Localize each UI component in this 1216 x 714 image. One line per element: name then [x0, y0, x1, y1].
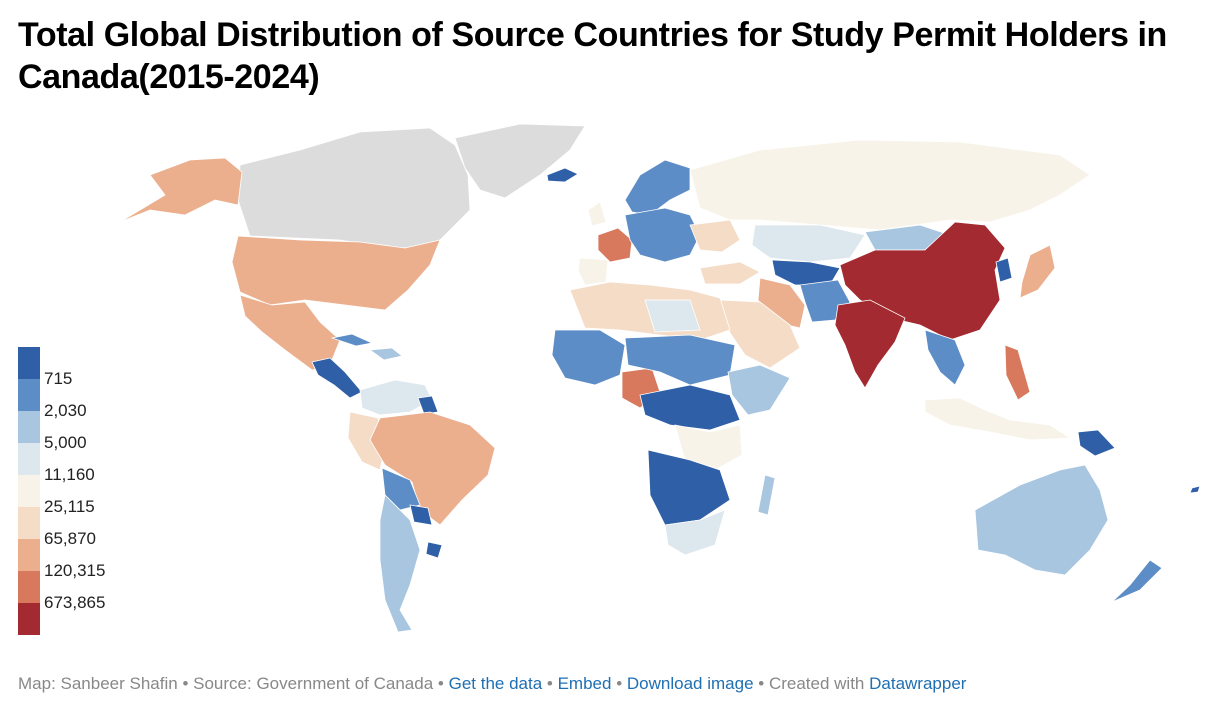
region-turkey[interactable]	[699, 261, 761, 285]
legend-swatch-5	[18, 475, 40, 508]
region-uruguay[interactable]	[425, 541, 443, 559]
region-ethiopia-somalia[interactable]	[727, 364, 791, 416]
legend-swatch-1	[18, 347, 40, 380]
footer: Map: Sanbeer Shafin • Source: Government…	[18, 674, 966, 694]
map-title: Total Global Distribution of Source Coun…	[18, 16, 1167, 96]
region-russia[interactable]	[689, 139, 1091, 231]
legend-label: 2,030	[44, 401, 87, 420]
region-uk-ireland[interactable]	[587, 201, 607, 227]
map-credit: Map: Sanbeer Shafin	[18, 674, 178, 693]
region-west-africa[interactable]	[551, 329, 626, 386]
region-libya-region[interactable]	[644, 299, 701, 333]
download-image-link[interactable]: Download image	[626, 674, 754, 693]
region-pacific-islands[interactable]	[1189, 485, 1201, 494]
region-scandinavia[interactable]	[624, 159, 691, 216]
region-southeast-asia[interactable]	[924, 329, 966, 386]
region-india[interactable]	[834, 299, 906, 389]
separator: •	[437, 674, 449, 693]
source-text: Source: Government of Canada	[193, 674, 434, 693]
legend-swatch-7	[18, 539, 40, 572]
legend-label: 5,000	[44, 433, 87, 452]
legend-label: 715	[44, 369, 73, 388]
region-cuba[interactable]	[330, 333, 374, 347]
legend-swatch-2	[18, 379, 40, 412]
legend-label: 65,870	[44, 529, 96, 548]
legend-swatch-9	[18, 603, 40, 635]
region-central-europe[interactable]	[624, 207, 701, 263]
separator: •	[758, 674, 769, 693]
legend-label: 11,160	[44, 465, 95, 484]
legend-label: 25,115	[44, 497, 95, 516]
region-argentina-chile[interactable]	[379, 494, 421, 633]
region-central-america[interactable]	[311, 357, 363, 399]
region-arabia[interactable]	[719, 299, 801, 369]
region-papua-new-guinea[interactable]	[1077, 429, 1116, 457]
legend-swatch-3	[18, 411, 40, 444]
region-caribbean[interactable]	[368, 347, 403, 361]
region-madagascar[interactable]	[757, 474, 776, 516]
region-south-africa[interactable]	[664, 509, 726, 556]
legend-swatch-8	[18, 571, 40, 604]
region-alaska[interactable]	[119, 157, 243, 223]
legend-label: 673,865	[44, 593, 106, 612]
embed-link[interactable]: Embed	[557, 674, 612, 693]
region-kazakhstan[interactable]	[751, 224, 866, 263]
region-japan[interactable]	[1019, 244, 1056, 299]
separator: •	[546, 674, 558, 693]
region-sahel[interactable]	[624, 334, 736, 386]
datawrapper-link[interactable]: Datawrapper	[869, 674, 967, 693]
region-iberia[interactable]	[577, 257, 609, 286]
region-usa[interactable]	[231, 235, 441, 311]
region-brazil[interactable]	[369, 411, 496, 526]
legend-swatch-4	[18, 443, 40, 476]
created-with-text: Created with	[768, 674, 865, 693]
separator: •	[616, 674, 627, 693]
region-iran[interactable]	[757, 277, 806, 329]
region-paraguay[interactable]	[409, 504, 433, 526]
region-angola-zambia[interactable]	[647, 449, 731, 526]
region-australia[interactable]	[974, 464, 1109, 576]
region-central-africa[interactable]	[639, 384, 741, 431]
get-data-link[interactable]: Get the data	[448, 674, 543, 693]
region-iceland[interactable]	[546, 167, 579, 183]
region-guyana[interactable]	[417, 395, 439, 415]
legend-swatch-6	[18, 507, 40, 540]
region-indonesia[interactable]	[924, 397, 1072, 441]
region-korea[interactable]	[995, 257, 1013, 283]
region-canada[interactable]	[237, 127, 471, 251]
separator: •	[182, 674, 194, 693]
region-bolivia[interactable]	[381, 467, 421, 511]
region-france[interactable]	[597, 227, 633, 263]
region-philippines[interactable]	[1004, 344, 1031, 401]
world-choropleth-map	[119, 123, 1201, 633]
region-new-zealand[interactable]	[1111, 559, 1163, 603]
region-greenland[interactable]	[454, 123, 586, 199]
region-eastern-europe[interactable]	[689, 219, 741, 253]
legend-label: 120,315	[44, 561, 106, 580]
